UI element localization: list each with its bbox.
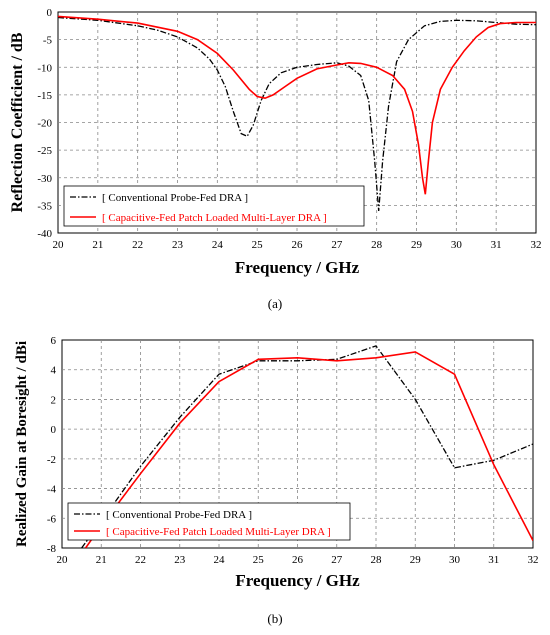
panel-a-series-capacitive-line — [58, 15, 536, 195]
panel-a-x-axis-label: Frequency / GHz — [235, 258, 360, 277]
panel-b-x-tick-31: 31 — [488, 554, 499, 566]
panel-a-y-axis-label: Reflection Coefficient / dB — [9, 32, 26, 212]
panel-b-y-tick-2: 2 — [51, 394, 57, 406]
panel-b-x-tick-29: 29 — [410, 554, 422, 566]
panel-b-series-capacitive-line — [84, 351, 533, 548]
panel-b-y-tick--4: -4 — [47, 484, 57, 496]
panel-b-series — [81, 345, 533, 548]
panel-a-x-tick-32: 32 — [531, 239, 542, 251]
panel-a-x-tick-25: 25 — [252, 239, 264, 251]
panel-b-x-axis-label: Frequency / GHz — [235, 571, 360, 590]
panel-b-series-conventional-line — [81, 345, 533, 548]
panel-a-x-tick-27: 27 — [331, 239, 343, 251]
panel-a-x-tick-23: 23 — [172, 239, 184, 251]
panel-a-x-ticks: 20 21 22 23 24 25 26 27 28 29 30 31 32 — [53, 239, 542, 251]
panel-a-grid — [58, 12, 536, 233]
panel-a-y-tick--30: -30 — [37, 173, 52, 185]
panel-a-y-tick--40: -40 — [37, 228, 52, 240]
panel-a-label: (a) — [268, 296, 282, 311]
panel-b-x-tick-22: 22 — [135, 554, 146, 566]
panel-b-label: (b) — [267, 611, 282, 626]
panel-a-x-tick-22: 22 — [132, 239, 143, 251]
panel-a-y-tick--10: -10 — [37, 62, 52, 74]
panel-a-x-tick-30: 30 — [451, 239, 463, 251]
panel-b-x-tick-27: 27 — [331, 554, 343, 566]
panel-b-x-tick-24: 24 — [214, 554, 226, 566]
panel-b-y-tick-6: 6 — [51, 335, 57, 347]
panel-b-x-tick-21: 21 — [96, 554, 107, 566]
panel-b-x-tick-20: 20 — [57, 554, 69, 566]
panel-b-grid — [62, 340, 533, 548]
panel-b-y-tick-4: 4 — [51, 365, 57, 377]
panel-b-x-tick-32: 32 — [528, 554, 539, 566]
panel-b-legend-label-1: [ Capacitive-Fed Patch Loaded Multi-Laye… — [106, 526, 331, 538]
panel-a-y-ticks: 0 -5 -10 -15 -20 -25 -30 -35 -40 — [37, 7, 52, 240]
panel-b-legend: [ Conventional Probe-Fed DRA ] [ Capaciti… — [67, 502, 351, 541]
panel-b-legend-box — [67, 502, 351, 541]
panel-a-y-tick--25: -25 — [37, 145, 52, 157]
panel-a-legend-label-1: [ Capacitive-Fed Patch Loaded Multi-Laye… — [102, 212, 327, 224]
panel-b-y-tick--2: -2 — [47, 454, 56, 466]
panel-a-x-tick-20: 20 — [53, 239, 65, 251]
panel-b-y-tick--8: -8 — [47, 543, 57, 555]
panel-b-x-tick-28: 28 — [371, 554, 383, 566]
panel-a-series — [58, 15, 536, 211]
panel-b-y-ticks: 6 4 2 0 -2 -4 -6 -8 — [47, 335, 57, 555]
panel-a-y-tick--35: -35 — [37, 200, 52, 212]
panel-a-y-tick--20: -20 — [37, 118, 52, 130]
panel-a-x-tick-21: 21 — [92, 239, 103, 251]
panel-b-x-ticks: 20 21 22 23 24 25 26 27 28 29 30 31 32 — [57, 554, 539, 566]
panel-a-x-tick-29: 29 — [411, 239, 423, 251]
panel-a-x-tick-31: 31 — [491, 239, 502, 251]
panel-a-series-conventional-line — [58, 16, 536, 211]
panel-b-legend-label-0: [ Conventional Probe-Fed DRA ] — [106, 509, 252, 521]
panel-a-x-tick-26: 26 — [292, 239, 304, 251]
panel-a-y-tick-0: 0 — [47, 7, 53, 19]
panel-b-y-axis-label: Realized Gain at Boresight / dBi — [14, 341, 30, 547]
panel-a-legend-box — [63, 185, 365, 227]
panel-b-chart: 20 21 22 23 24 25 26 27 28 29 30 31 32 6420-2-4-6-8 … — [14, 335, 539, 626]
panel-a-legend: [ Conventional Probe-Fed DRA ] [ Capaciti… — [63, 185, 365, 227]
panel-a-y-tick--5: -5 — [43, 35, 53, 47]
panel-a-x-tick-24: 24 — [212, 239, 224, 251]
panel-a-x-tick-28: 28 — [371, 239, 383, 251]
panel-a-y-tick--15: -15 — [37, 90, 52, 102]
panel-a-chart: 20 21 22 23 24 25 26 27 28 29 30 31 32 0 -5 -10 -15 -20 -… — [9, 7, 542, 311]
panel-a-legend-label-0: [ Conventional Probe-Fed DRA ] — [102, 192, 248, 204]
panel-b-x-tick-30: 30 — [449, 554, 461, 566]
panel-b-x-tick-25: 25 — [253, 554, 265, 566]
panel-b-x-tick-23: 23 — [174, 554, 186, 566]
panel-b-y-tick-0: 0 — [51, 424, 57, 436]
panel-b-y-tick--6: -6 — [47, 513, 57, 525]
panel-b-x-tick-26: 26 — [292, 554, 304, 566]
